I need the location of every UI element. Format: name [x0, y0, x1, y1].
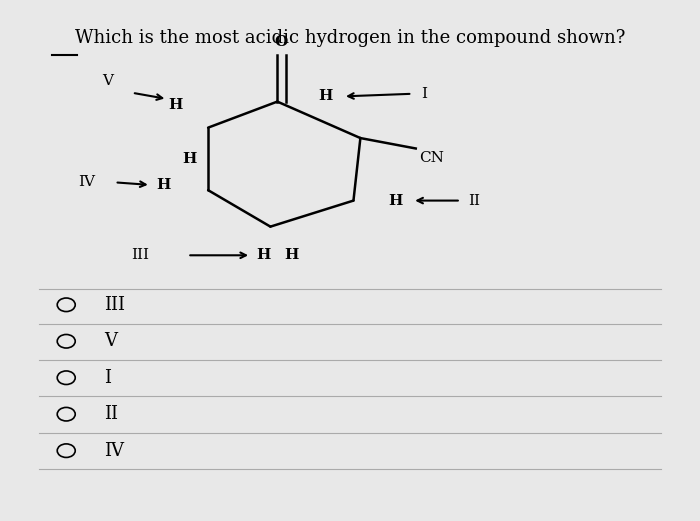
Text: H: H — [156, 178, 170, 192]
Text: III: III — [104, 296, 125, 314]
Text: H: H — [388, 194, 402, 207]
Text: H: H — [182, 152, 197, 166]
Text: I: I — [104, 369, 111, 387]
Text: IV: IV — [78, 176, 95, 189]
Text: H: H — [256, 249, 271, 262]
Text: V: V — [104, 332, 118, 350]
Text: II: II — [468, 194, 480, 207]
Text: Which is the most acidic hydrogen in the compound shown?: Which is the most acidic hydrogen in the… — [75, 29, 625, 47]
Text: O: O — [275, 35, 288, 49]
Text: H: H — [284, 249, 298, 262]
Text: I: I — [421, 87, 427, 101]
Text: IV: IV — [104, 442, 125, 460]
Text: II: II — [104, 405, 118, 423]
Text: CN: CN — [419, 151, 444, 165]
Text: III: III — [132, 249, 149, 262]
Text: V: V — [102, 74, 113, 88]
Text: H: H — [169, 98, 183, 112]
Text: H: H — [318, 90, 333, 103]
